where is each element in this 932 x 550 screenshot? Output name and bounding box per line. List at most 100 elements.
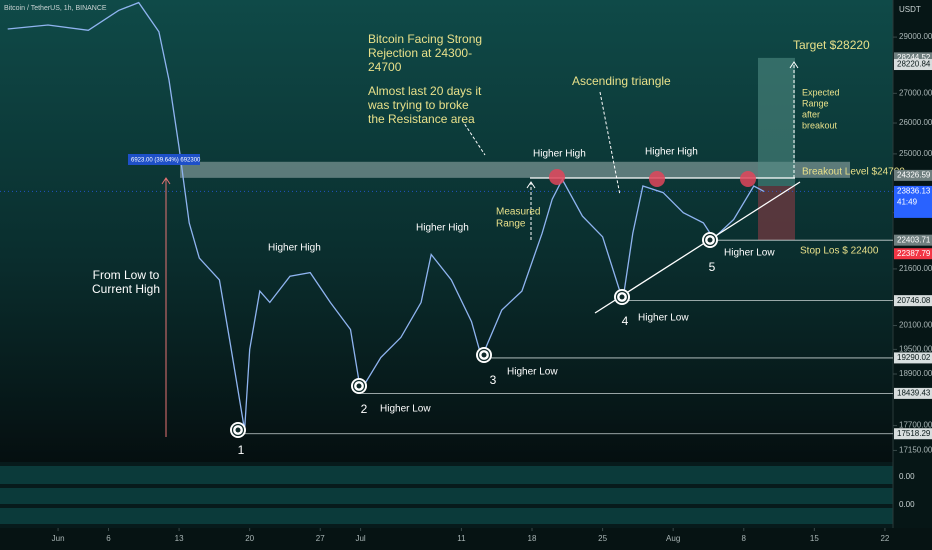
- annotation: breakout: [802, 120, 838, 130]
- price-tag: [894, 185, 932, 218]
- target-box: [758, 57, 795, 187]
- price-tag-label: 17518.29: [897, 429, 931, 438]
- lower-pane-label: 0.00: [899, 472, 915, 481]
- currency: USDT: [899, 5, 921, 14]
- low-marker-core: [481, 352, 487, 358]
- price-tag-label: 22403.71: [897, 235, 931, 244]
- indicator-band: [0, 508, 893, 524]
- resistance-touch: [549, 169, 565, 185]
- price-tag-label: 22387.79: [897, 249, 931, 258]
- price-tag-label: 28220.84: [897, 60, 931, 69]
- y-tick-label: 25000.00: [899, 149, 932, 158]
- time-axis: [0, 528, 932, 550]
- price-tag-label: 28244.52: [897, 53, 931, 62]
- y-tick-label: 20100.00: [899, 321, 932, 330]
- annotation: Current High: [92, 282, 160, 296]
- x-tick-label: 13: [175, 534, 184, 543]
- x-tick-label: 6: [106, 534, 111, 543]
- price-tag: [894, 428, 932, 440]
- annotation: Higher Low: [380, 404, 431, 415]
- lower-pane-label: 0.00: [899, 500, 915, 509]
- measure-label: 6923.00 (39.64%) 692300: [131, 158, 201, 164]
- x-tick-label: Jul: [355, 534, 365, 543]
- annotation: 5: [709, 260, 716, 274]
- x-tick-label: 20: [245, 534, 254, 543]
- x-tick-label: Aug: [666, 534, 680, 543]
- x-tick-label: 25: [598, 534, 607, 543]
- annotation: 4: [622, 314, 629, 328]
- annotation: Ascending triangle: [572, 74, 671, 88]
- y-tick-label: 21600.00: [899, 264, 932, 273]
- price-tag: [894, 387, 932, 399]
- support-line: [594, 181, 801, 314]
- low-marker-core: [619, 294, 625, 300]
- chart-title: Bitcoin / TetherUS, 1h, BINANCE: [4, 5, 107, 12]
- resistance-zone: [180, 161, 850, 178]
- price-tag: [894, 169, 932, 181]
- y-tick-label: 18900.00: [899, 369, 932, 378]
- price-pane: [0, 0, 893, 462]
- price-tag: [894, 59, 932, 71]
- x-tick-label: Jun: [52, 534, 65, 543]
- x-tick-label: 15: [810, 534, 819, 543]
- price-tag-label: 23836.13: [897, 187, 931, 196]
- price-tag: [894, 295, 932, 307]
- resistance-touch: [649, 171, 665, 187]
- low-marker-core: [235, 427, 241, 433]
- indicator-band: [0, 466, 893, 484]
- comment-arrow: [461, 119, 486, 156]
- annotation: Higher Low: [724, 248, 775, 259]
- y-tick-label: 17150.00: [899, 446, 932, 455]
- y-tick-label: 26000.00: [899, 118, 932, 127]
- measured-range-head: [526, 181, 536, 189]
- indicator-band: [0, 488, 893, 504]
- annotation: Bitcoin Facing Strong: [368, 32, 482, 46]
- annotation: Expected: [802, 87, 840, 97]
- annotation: 24700: [368, 60, 402, 74]
- annotation: after: [802, 109, 820, 119]
- annotation: Higher High: [533, 149, 586, 160]
- annotation: Rejection at 24300-: [368, 46, 472, 60]
- annotation: Range: [802, 98, 829, 108]
- price-tag-label: 18439.43: [897, 389, 931, 398]
- y-tick-label: 29000.00: [899, 32, 932, 41]
- stop-box: [758, 186, 795, 241]
- annotation: Stop Los $ 22400: [800, 246, 879, 257]
- x-tick-label: 27: [316, 534, 325, 543]
- low-marker-core: [356, 383, 362, 389]
- annotation: From Low to: [93, 268, 160, 282]
- annotation: Higher Low: [507, 367, 558, 378]
- low-marker-ring: [352, 379, 366, 393]
- measure-box: [128, 154, 200, 165]
- annotation: Target $28220: [793, 38, 870, 52]
- y-tick-label: 17700.00: [899, 421, 932, 430]
- annotation: Breakout Level $24700: [802, 167, 905, 178]
- x-tick-label: 8: [742, 534, 747, 543]
- annotation: 2: [361, 402, 368, 416]
- comment-arrow: [599, 91, 621, 196]
- price-tag: [894, 248, 932, 260]
- countdown: 41:49: [897, 198, 918, 207]
- price-line: [7, 1, 765, 431]
- low-marker-core: [707, 237, 713, 243]
- annotation: Higher High: [645, 147, 698, 158]
- price-tag-label: 20746.08: [897, 296, 931, 305]
- price-tag: [894, 234, 932, 246]
- annotation: Almost last 20 days it: [368, 84, 482, 98]
- annotation: was trying to broke: [367, 98, 469, 112]
- annotation: Higher Low: [638, 313, 689, 324]
- resistance-touch: [740, 171, 756, 187]
- price-tag: [894, 352, 932, 364]
- price-axis: [893, 0, 932, 528]
- low-marker-ring: [615, 290, 629, 304]
- annotation: 3: [490, 373, 497, 387]
- low-marker-ring: [703, 233, 717, 247]
- price-tag-label: 24326.59: [897, 170, 931, 179]
- x-tick-label: 22: [880, 534, 889, 543]
- annotation: the Resistance area: [368, 112, 475, 126]
- annotation: Measured: [496, 207, 540, 218]
- y-tick-label: 19500.00: [899, 345, 932, 354]
- low-marker-ring: [231, 423, 245, 437]
- x-tick-label: 18: [528, 534, 537, 543]
